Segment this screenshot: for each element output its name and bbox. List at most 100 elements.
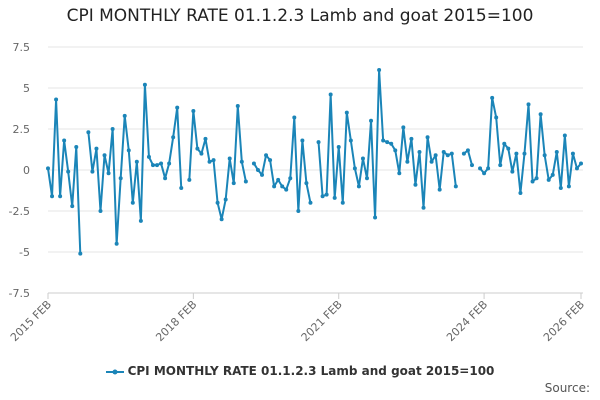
x-axis: 2015 FEB 2018 FEB 2021 FEB 2024 FEB 2026 FEB (8, 293, 587, 344)
data-point (308, 200, 313, 205)
y-tick-label: 7.5 (13, 41, 31, 54)
y-tick-label: 0 (23, 164, 30, 177)
data-point (360, 156, 365, 161)
data-point (264, 153, 269, 158)
data-point (191, 108, 196, 113)
data-point (393, 148, 398, 153)
data-point (364, 176, 369, 181)
data-point (413, 182, 418, 187)
data-point (195, 146, 200, 151)
data-point (490, 95, 495, 100)
data-point (550, 172, 555, 177)
data-point (373, 215, 378, 220)
data-point (385, 140, 390, 145)
data-point (486, 166, 491, 171)
series-layer (46, 67, 583, 256)
data-point (110, 127, 115, 131)
data-point (203, 136, 208, 141)
data-point (50, 194, 55, 199)
data-point (514, 151, 519, 156)
data-point (54, 97, 59, 102)
data-point (328, 92, 333, 97)
data-point (46, 166, 50, 171)
gridlines (48, 46, 583, 294)
data-point (421, 205, 426, 210)
data-point (340, 200, 345, 205)
data-point (502, 141, 507, 146)
data-point (453, 184, 458, 189)
data-point (465, 148, 470, 153)
data-point (251, 161, 256, 166)
data-point (171, 135, 176, 140)
data-point (510, 169, 515, 174)
data-point (187, 177, 192, 182)
data-point (276, 177, 281, 182)
data-point (167, 161, 172, 166)
data-point (570, 151, 575, 156)
data-point (122, 113, 127, 118)
legend-swatch (105, 369, 124, 374)
data-point (163, 176, 168, 181)
data-point (498, 163, 503, 168)
data-point (86, 130, 91, 135)
data-point (409, 136, 414, 141)
data-point (179, 186, 184, 191)
data-point (292, 115, 297, 120)
data-point (482, 171, 487, 176)
data-point (239, 159, 244, 164)
data-point (316, 140, 321, 145)
data-point (130, 200, 135, 205)
data-point (114, 241, 119, 246)
data-point (526, 102, 531, 107)
data-point (90, 169, 95, 174)
data-point (574, 166, 579, 171)
data-point (102, 153, 107, 158)
series-line (479, 96, 582, 194)
data-point (506, 146, 511, 151)
data-point (445, 153, 450, 158)
data-point (377, 67, 382, 72)
x-tick-label: 2015 FEB (8, 298, 54, 344)
data-point (98, 209, 103, 213)
data-point (215, 200, 220, 205)
data-point (344, 110, 349, 115)
data-point (150, 163, 155, 168)
data-point (155, 163, 160, 168)
data-point (199, 151, 204, 156)
data-point (268, 158, 273, 163)
data-point (478, 166, 483, 171)
data-point (70, 204, 75, 209)
data-point (118, 176, 123, 181)
data-point (494, 115, 499, 120)
data-point (461, 151, 466, 156)
data-point (126, 148, 131, 153)
data-point (417, 149, 422, 154)
data-point (558, 186, 563, 191)
data-point (78, 251, 83, 256)
x-tick-label: 2018 FEB (153, 298, 199, 344)
source-label: Source: (544, 381, 590, 395)
data-point (243, 179, 248, 184)
data-point (518, 190, 523, 195)
data-point (336, 145, 341, 150)
data-point (469, 163, 474, 168)
data-point (538, 112, 543, 117)
data-point (332, 195, 337, 200)
data-point (211, 158, 216, 163)
data-point (207, 159, 212, 164)
x-tick-label: 2024 FEB (444, 298, 490, 344)
legend[interactable]: CPI MONTHLY RATE 01.1.2.3 Lamb and goat … (0, 364, 600, 378)
data-point (134, 159, 139, 164)
data-point (175, 105, 180, 110)
data-point (437, 187, 442, 192)
y-tick-label: -5 (19, 246, 30, 259)
data-point (138, 218, 143, 223)
chart-title: CPI MONTHLY RATE 01.1.2.3 Lamb and goat … (66, 6, 534, 26)
data-point (449, 151, 454, 156)
data-point (433, 153, 438, 158)
data-point (381, 138, 386, 143)
data-point (142, 82, 147, 87)
data-point (94, 146, 99, 151)
data-point (562, 133, 567, 138)
